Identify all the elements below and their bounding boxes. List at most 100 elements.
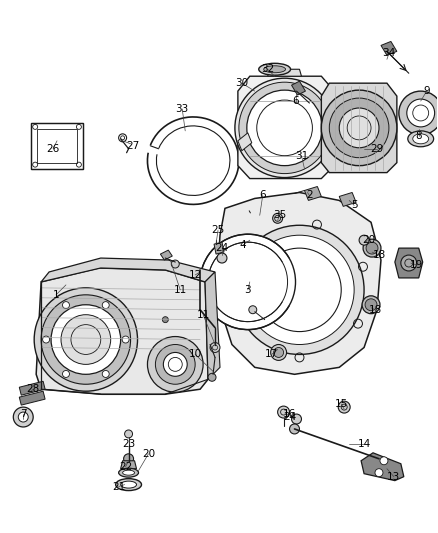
Text: 9: 9: [424, 86, 430, 96]
Ellipse shape: [119, 468, 138, 477]
Circle shape: [239, 82, 330, 174]
Circle shape: [271, 344, 286, 360]
Text: 27: 27: [126, 141, 139, 151]
Text: 30: 30: [235, 78, 248, 88]
Circle shape: [329, 98, 389, 158]
Circle shape: [208, 373, 216, 381]
Circle shape: [375, 469, 383, 477]
Ellipse shape: [408, 131, 434, 147]
Text: 17: 17: [265, 350, 278, 359]
Text: 8: 8: [415, 131, 422, 141]
Circle shape: [365, 299, 377, 311]
Polygon shape: [361, 453, 404, 481]
Polygon shape: [120, 461, 137, 469]
Polygon shape: [19, 381, 45, 395]
Ellipse shape: [259, 63, 290, 75]
Circle shape: [217, 253, 227, 263]
Polygon shape: [214, 242, 224, 254]
Text: 28: 28: [27, 384, 40, 394]
Polygon shape: [205, 272, 220, 379]
Text: 26: 26: [46, 144, 60, 154]
Circle shape: [51, 305, 120, 374]
Circle shape: [245, 235, 354, 344]
Circle shape: [124, 430, 133, 438]
Text: 11: 11: [197, 310, 210, 320]
Circle shape: [235, 225, 364, 354]
Circle shape: [200, 234, 296, 329]
Polygon shape: [218, 192, 381, 374]
Ellipse shape: [264, 66, 286, 72]
Ellipse shape: [120, 481, 137, 488]
Circle shape: [273, 213, 283, 223]
Polygon shape: [381, 42, 397, 55]
Circle shape: [249, 306, 257, 314]
Circle shape: [63, 370, 70, 377]
Circle shape: [162, 317, 168, 322]
Circle shape: [102, 302, 109, 309]
Text: 29: 29: [371, 144, 384, 154]
Circle shape: [274, 348, 283, 358]
Text: 20: 20: [142, 449, 155, 459]
Text: 6: 6: [292, 96, 299, 106]
Circle shape: [13, 407, 33, 427]
Text: 32: 32: [261, 64, 274, 74]
Polygon shape: [160, 250, 172, 260]
Circle shape: [292, 414, 301, 424]
Ellipse shape: [413, 134, 429, 144]
Circle shape: [61, 314, 111, 365]
Text: 11: 11: [173, 285, 187, 295]
Text: 18: 18: [372, 250, 385, 260]
Ellipse shape: [123, 470, 134, 475]
Circle shape: [41, 295, 131, 384]
Text: 19: 19: [410, 260, 424, 270]
Text: 1: 1: [53, 290, 60, 300]
Circle shape: [407, 99, 434, 127]
Circle shape: [42, 336, 49, 343]
Circle shape: [18, 412, 28, 422]
Text: 10: 10: [189, 350, 202, 359]
Circle shape: [102, 370, 109, 377]
Circle shape: [338, 401, 350, 413]
Circle shape: [34, 288, 138, 391]
Polygon shape: [321, 83, 397, 173]
Text: 35: 35: [273, 211, 286, 220]
Polygon shape: [292, 81, 305, 95]
Circle shape: [401, 255, 417, 271]
Circle shape: [247, 90, 322, 166]
Ellipse shape: [116, 479, 141, 490]
Text: 18: 18: [368, 305, 381, 314]
Text: 33: 33: [176, 104, 189, 114]
Text: 7: 7: [20, 409, 27, 419]
Polygon shape: [238, 76, 334, 179]
Polygon shape: [268, 69, 301, 76]
Text: 31: 31: [295, 151, 308, 161]
Text: 5: 5: [351, 200, 357, 211]
Polygon shape: [339, 192, 356, 206]
Polygon shape: [395, 248, 423, 278]
Circle shape: [362, 296, 380, 314]
Text: 6: 6: [259, 190, 266, 200]
Text: 2: 2: [306, 190, 313, 200]
Text: 34: 34: [382, 49, 396, 58]
Circle shape: [63, 302, 70, 309]
Polygon shape: [31, 123, 83, 168]
Text: 20: 20: [363, 235, 376, 245]
Polygon shape: [41, 258, 215, 282]
Circle shape: [124, 454, 134, 464]
Polygon shape: [19, 391, 45, 405]
Circle shape: [359, 235, 369, 245]
Text: 12: 12: [188, 270, 202, 280]
Text: 24: 24: [283, 412, 296, 422]
Circle shape: [171, 260, 179, 268]
Text: 4: 4: [240, 240, 246, 250]
Circle shape: [155, 344, 195, 384]
Text: 13: 13: [387, 472, 400, 482]
Text: 3: 3: [244, 285, 251, 295]
Circle shape: [122, 336, 129, 343]
Text: 16: 16: [283, 409, 296, 419]
Circle shape: [321, 90, 397, 166]
Polygon shape: [238, 133, 252, 151]
Polygon shape: [304, 187, 321, 200]
Circle shape: [210, 343, 220, 352]
Text: 15: 15: [335, 399, 348, 409]
